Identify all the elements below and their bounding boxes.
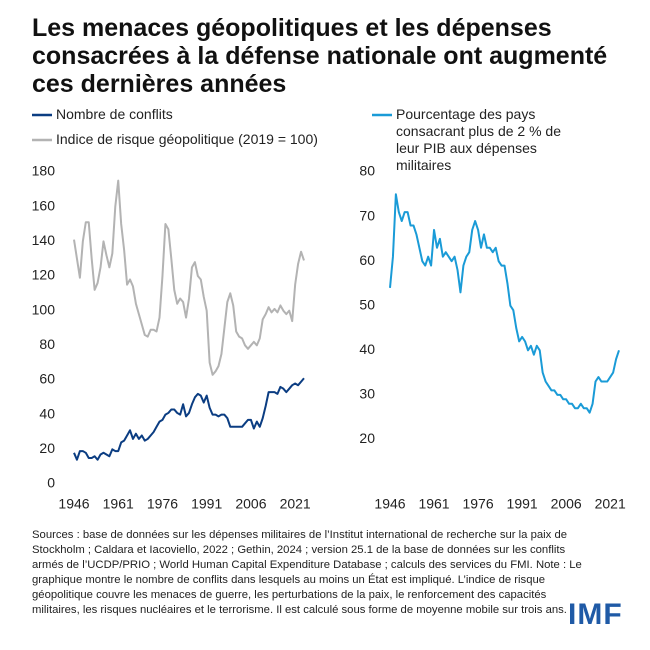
series-line	[73, 377, 305, 461]
y-tick-label: 40	[359, 341, 375, 357]
x-tick-label: 2021	[595, 496, 626, 512]
x-tick-label: 1991	[507, 496, 538, 512]
series-line	[73, 179, 305, 376]
x-tick-label: 2006	[235, 496, 266, 512]
y-tick-label: 180	[32, 163, 56, 179]
y-tick-label: 0	[47, 475, 55, 491]
x-tick-label: 1946	[58, 496, 89, 512]
legend-label: Indice de risque géopolitique (2019 = 10…	[56, 131, 318, 147]
x-tick-label: 1961	[418, 496, 449, 512]
note: Sources : base de données sur les dépens…	[32, 529, 582, 616]
y-tick-label: 160	[32, 197, 56, 213]
y-tick-label: 140	[32, 232, 56, 248]
legend-label: Nombre de conflits	[56, 106, 173, 122]
chart-title: Les menaces géopolitiques et les dépense…	[32, 14, 608, 98]
x-tick-label: 1976	[147, 496, 178, 512]
y-tick-label: 100	[32, 301, 56, 317]
y-tick-label: 20	[39, 440, 55, 456]
y-tick-label: 60	[359, 252, 375, 268]
x-tick-label: 1946	[374, 496, 405, 512]
y-tick-label: 60	[39, 371, 55, 387]
y-tick-label: 50	[359, 296, 375, 312]
y-tick-label: 80	[359, 163, 375, 179]
x-tick-label: 2021	[280, 496, 311, 512]
y-tick-label: 20	[359, 430, 375, 446]
y-tick-label: 70	[359, 207, 375, 223]
series-line	[389, 193, 620, 414]
x-tick-label: 1991	[191, 496, 222, 512]
y-tick-label: 40	[39, 405, 55, 421]
x-tick-label: 1976	[462, 496, 493, 512]
x-tick-label: 1961	[103, 496, 134, 512]
y-tick-label: 80	[39, 336, 55, 352]
legend-label: Pourcentage des pays consacrant plus de …	[396, 106, 561, 173]
y-tick-label: 120	[32, 267, 56, 283]
logo: IMF	[568, 598, 623, 631]
x-tick-label: 2006	[551, 496, 582, 512]
y-tick-label: 30	[359, 386, 375, 402]
